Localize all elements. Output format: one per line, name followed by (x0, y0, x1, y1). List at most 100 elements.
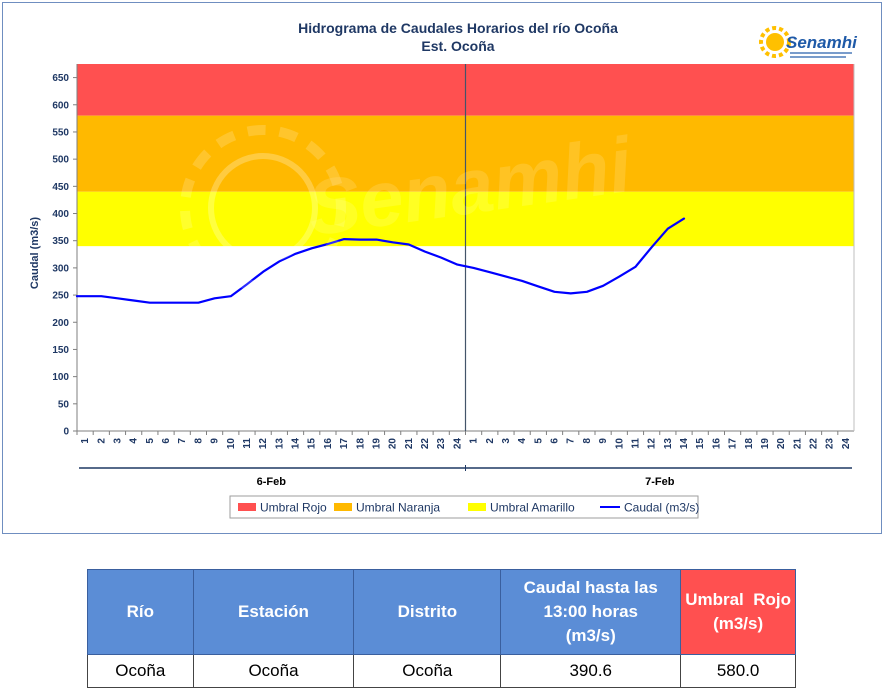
chart-frame: Hidrograma de Caudales Horarios del río … (2, 2, 882, 534)
header-umbral-rojo: Umbral Rojo (m3/s) (680, 569, 796, 655)
x-tick-label: 24 (452, 438, 463, 450)
x-tick-label: 11 (630, 438, 641, 449)
y-tick-label: 600 (52, 100, 69, 111)
x-tick-label: 18 (744, 438, 755, 450)
legend-swatch (334, 503, 352, 511)
y-tick-label: 250 (52, 291, 69, 302)
cell-distrito: Ocoña (353, 654, 502, 688)
y-tick-label: 550 (52, 127, 69, 138)
y-tick-label: 150 (52, 345, 69, 356)
watermark-sun-icon (180, 125, 346, 291)
x-tick-label: 10 (226, 438, 237, 450)
y-tick-label: 350 (52, 236, 69, 247)
hydrograph-chart: Hidrograma de Caudales Horarios del río … (29, 20, 858, 519)
legend-item-label: Umbral Naranja (356, 501, 440, 515)
x-tick-label: 7 (177, 438, 188, 444)
x-tick-label: 19 (371, 438, 382, 450)
y-tick-label: 100 (52, 372, 69, 383)
legend: Umbral Rojo Umbral Naranja Umbral Amarillo… (229, 495, 699, 519)
cell-estacion: Ocoña (192, 654, 355, 688)
summary-table: Río Estación Distrito Caudal hasta las 1… (87, 569, 796, 688)
x-tick-label: 14 (291, 438, 302, 450)
x-tick-label: 5 (145, 438, 156, 444)
x-tick-label: 11 (242, 438, 253, 449)
x-tick-label: 10 (614, 438, 625, 450)
table-row: Ocoña Ocoña Ocoña 390.6 580.0 (87, 654, 796, 688)
x-tick-label: 17 (339, 438, 350, 450)
x-tick-label: 1 (80, 438, 91, 444)
y-tick-label: 500 (52, 155, 69, 166)
header-estacion: Estación (192, 569, 355, 655)
header-umbral-line2: (m3/s) (713, 614, 764, 633)
x-tick-label: 12 (258, 438, 269, 450)
cell-caudal: 390.6 (500, 654, 682, 688)
x-tick-label: 20 (776, 438, 787, 450)
senamhi-logo: Senamhi (759, 26, 858, 58)
day-label: 7-Feb (645, 476, 675, 488)
x-tick-label: 21 (404, 438, 415, 450)
x-tick-label: 23 (825, 438, 836, 450)
x-tick-label: 9 (210, 438, 221, 444)
x-tick-label: 2 (485, 438, 496, 444)
y-tick-label: 200 (52, 318, 69, 329)
x-tick-label: 2 (96, 438, 107, 444)
x-tick-label: 7 (566, 438, 577, 444)
table-header-row: Río Estación Distrito Caudal hasta las 1… (87, 569, 796, 655)
y-axis-title: Caudal (m3/s) (29, 217, 41, 289)
cell-umbral: 580.0 (680, 654, 796, 688)
logo-text: Senamhi (786, 33, 858, 52)
header-caudal-line2: 13:00 horas (543, 602, 638, 621)
legend-swatch (468, 503, 486, 511)
x-tick-label: 8 (193, 438, 204, 444)
x-tick-label: 15 (307, 438, 318, 450)
x-tick-label: 3 (501, 438, 512, 444)
legend-item-label: Umbral Amarillo (490, 501, 575, 515)
x-tick-label: 9 (598, 438, 609, 444)
y-tick-label: 400 (52, 209, 69, 220)
series-line-caudal (75, 217, 686, 304)
x-tick-label: 12 (647, 438, 658, 450)
header-umbral-line1: Umbral Rojo (685, 590, 791, 609)
legend-swatch (238, 503, 256, 511)
x-tick-label: 1 (469, 438, 480, 444)
header-caudal-line1: Caudal hasta las (523, 578, 658, 597)
header-caudal: Caudal hasta las 13:00 horas (m3/s) (500, 569, 682, 655)
x-tick-label: 24 (841, 438, 852, 450)
x-tick-label: 15 (695, 438, 706, 450)
x-tick-label: 14 (679, 438, 690, 450)
y-tick-label: 450 (52, 182, 69, 193)
x-tick-label: 3 (112, 438, 123, 444)
x-tick-label: 13 (663, 438, 674, 450)
y-tick-label: 650 (52, 73, 69, 84)
x-tick-label: 20 (388, 438, 399, 450)
x-tick-label: 21 (792, 438, 803, 450)
x-tick-label: 5 (533, 438, 544, 444)
x-tick-label: 19 (760, 438, 771, 450)
x-tick-label: 17 (728, 438, 739, 450)
legend-item-label: Umbral Rojo (260, 501, 327, 515)
x-tick-label: 6 (161, 438, 172, 444)
x-tick-label: 6 (550, 438, 561, 444)
legend-box (229, 495, 699, 519)
x-tick-label: 16 (323, 438, 334, 450)
x-tick-label: 8 (582, 438, 593, 444)
header-caudal-line3: (m3/s) (565, 626, 616, 645)
day-label: 6-Feb (257, 476, 287, 488)
cell-rio: Ocoña (87, 654, 194, 688)
x-tick-label: 22 (809, 438, 820, 450)
x-tick-label: 4 (517, 438, 528, 444)
legend-item-label: Caudal (m3/s) (624, 501, 699, 515)
y-tick-label: 50 (58, 399, 70, 410)
header-distrito: Distrito (353, 569, 502, 655)
sun-logo-icon (759, 26, 791, 58)
x-tick-label: 22 (420, 438, 431, 450)
header-rio: Río (87, 569, 194, 655)
y-tick-label: 300 (52, 263, 69, 274)
plot-area: 0 50 100 150 200 250 300 350 400 450 500 550 600 650 1… (52, 64, 855, 488)
x-tick-label: 18 (355, 438, 366, 450)
chart-title: Hidrograma de Caudales Horarios del río … (298, 20, 618, 36)
chart-subtitle: Est. Ocoña (421, 38, 494, 54)
x-tick-label: 13 (274, 438, 285, 450)
y-tick-label: 0 (63, 427, 69, 438)
x-tick-label: 16 (711, 438, 722, 450)
